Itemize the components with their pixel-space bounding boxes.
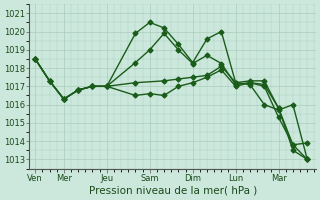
X-axis label: Pression niveau de la mer( hPa ): Pression niveau de la mer( hPa ) [89, 186, 257, 196]
